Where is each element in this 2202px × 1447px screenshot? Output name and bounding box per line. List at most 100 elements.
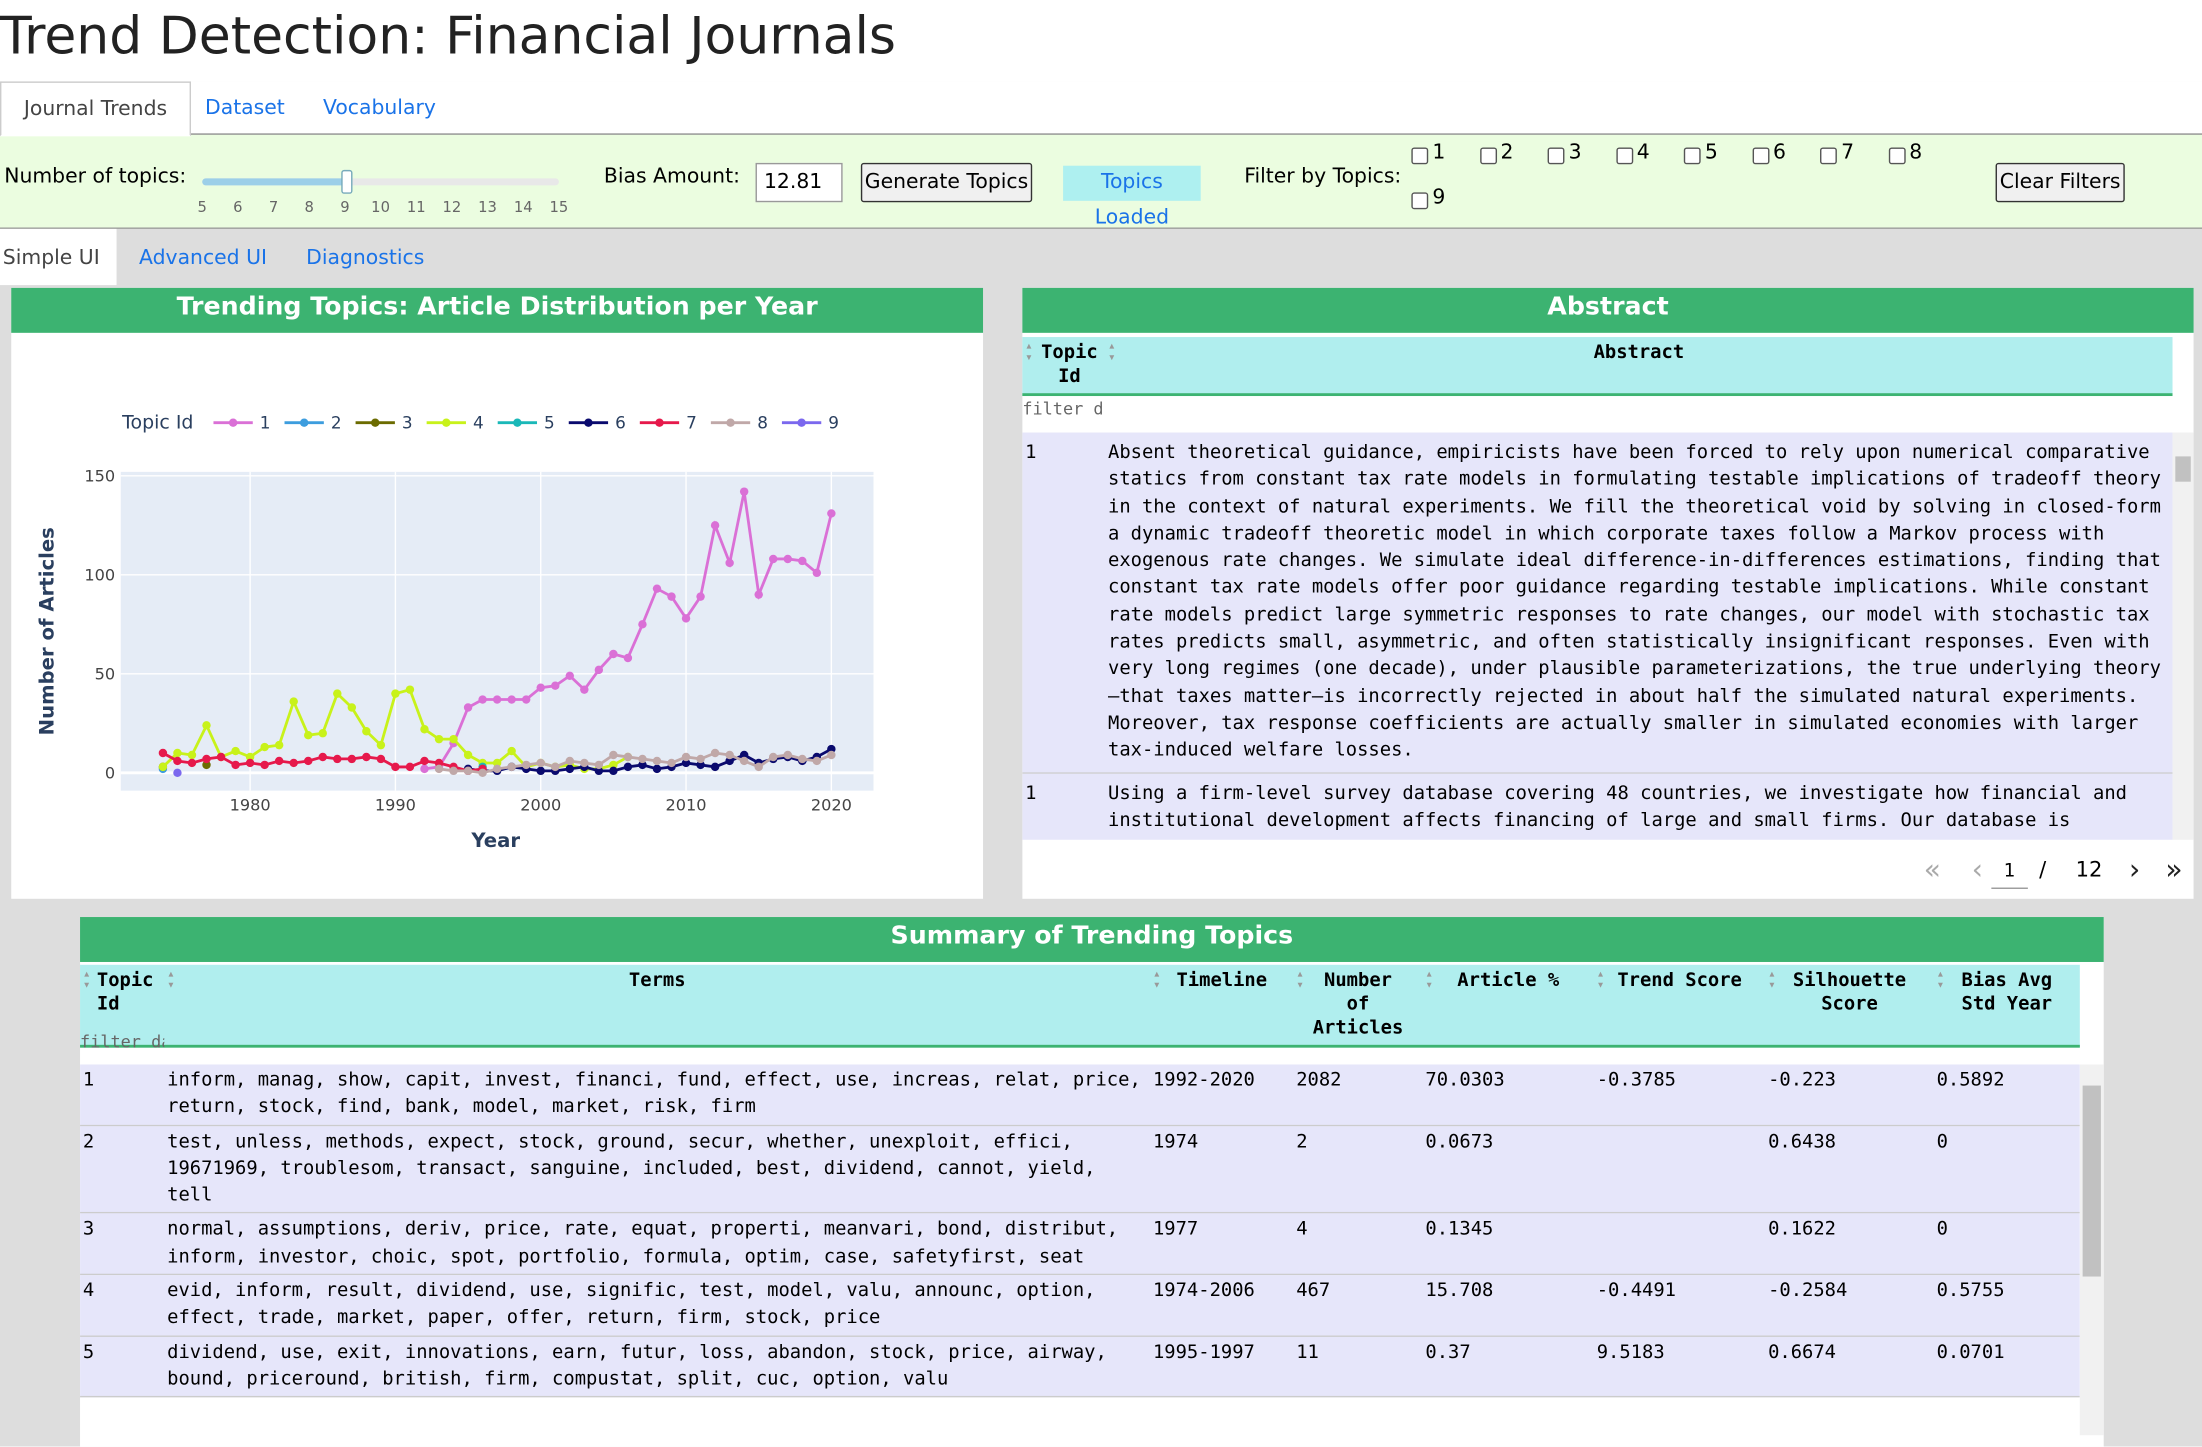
last-page[interactable]: » (2165, 852, 2183, 887)
panel-title: Abstract (1022, 287, 2194, 333)
table-cell: 1 (82, 1070, 95, 1092)
label: Bias Amount: (603, 165, 740, 189)
checkbox[interactable] (1820, 147, 1837, 165)
table-cell: 0.6438 (1768, 1131, 1836, 1153)
x-tick-label: 1990 (375, 795, 416, 814)
checkbox[interactable] (1615, 147, 1633, 165)
legend-marker (797, 418, 806, 427)
prev-page[interactable]: ‹ (1971, 852, 1983, 887)
slider-track[interactable] (202, 178, 559, 186)
first-page[interactable]: « (1923, 852, 1941, 887)
checkbox[interactable] (1888, 147, 1905, 165)
tab[interactable]: Vocabulary (322, 96, 436, 120)
data-point (347, 703, 357, 712)
data-point (594, 766, 604, 776)
x-axis-label: Year (470, 829, 520, 852)
checkbox[interactable] (1683, 147, 1701, 165)
data-point (173, 748, 182, 758)
subtab[interactable]: Diagnostics (306, 247, 425, 270)
data-point (638, 754, 647, 764)
table-cell: 4 (1296, 1219, 1308, 1241)
plot-area (120, 471, 874, 791)
data-point (158, 762, 168, 772)
data-point (594, 760, 604, 770)
filter-input[interactable]: filter data... (1022, 398, 1102, 419)
data-point (609, 760, 618, 770)
y-tick-label: 150 (84, 466, 115, 485)
x-tick-label: 2020 (811, 795, 852, 814)
y-tick-label: 0 (105, 763, 115, 782)
bias-input[interactable]: 12.81 (755, 162, 843, 203)
legend-title: Topic Id (121, 411, 193, 433)
slider-handle[interactable] (340, 169, 352, 194)
data-point (551, 681, 560, 690)
data-point (216, 752, 226, 762)
checkbox[interactable] (1411, 147, 1429, 165)
data-point (609, 766, 618, 776)
data-point (580, 685, 589, 694)
data-point (623, 762, 633, 772)
table-cell: 4 (82, 1280, 95, 1302)
checkbox[interactable] (1751, 147, 1769, 165)
data-point (420, 725, 429, 734)
slider-tick: 15 (549, 199, 569, 217)
tab[interactable]: Dataset (205, 96, 285, 120)
data-point (420, 764, 429, 774)
table-cell: 5 (82, 1342, 95, 1364)
table-cell: -0.2584 (1768, 1280, 1848, 1302)
label: Number of topics: (4, 165, 187, 189)
data-point (609, 649, 618, 659)
legend-label: 6 (615, 412, 626, 432)
checkbox[interactable] (1479, 147, 1497, 165)
data-point (289, 697, 298, 706)
table-row: 1 Absent theoretical guidance, empiricist… (1022, 432, 2173, 774)
legend-label: 5 (544, 412, 555, 432)
data-point (739, 756, 749, 766)
series-line (438, 751, 832, 775)
data-point (463, 750, 473, 760)
data-point (521, 760, 531, 770)
table-cell: 3 (82, 1219, 95, 1241)
checkbox-label: 5 (1704, 141, 1718, 165)
slider-tick: 11 (406, 199, 426, 217)
tab[interactable]: Journal Trends (0, 81, 191, 137)
page-input[interactable]: 1 (1991, 857, 2028, 889)
data-point (449, 734, 458, 744)
data-point (536, 758, 545, 768)
data-point (565, 756, 575, 766)
data-point (391, 689, 400, 698)
table-cell: 0.0673 (1425, 1131, 1494, 1153)
button[interactable]: Clear Filters (1995, 162, 2125, 203)
table-cell: 0 (1936, 1131, 1948, 1153)
subtab[interactable]: Advanced UI (139, 247, 268, 270)
data-point (638, 620, 647, 629)
table-cell: 1974 (1152, 1131, 1199, 1153)
table-cell: 0.6674 (1768, 1342, 1836, 1364)
data-point (405, 685, 415, 694)
data-point (202, 754, 211, 764)
data-point (492, 695, 502, 704)
filter-input[interactable]: filter data... (80, 1032, 164, 1052)
data-point (565, 671, 575, 681)
data-point (391, 762, 400, 772)
data-point (260, 742, 269, 752)
legend-label: 7 (686, 412, 697, 432)
next-page[interactable]: › (2128, 852, 2141, 887)
data-point (652, 756, 662, 766)
slider-tick: 6 (233, 199, 243, 217)
slider-tick: 7 (268, 199, 279, 217)
table-header: Topic IdTermsTimelineNumber of ArticlesA… (80, 964, 2080, 1048)
checkbox[interactable] (1411, 192, 1429, 210)
panel-title: Summary of Trending Topics (80, 917, 2104, 962)
data-point (202, 721, 211, 730)
slider-tick: 12 (442, 199, 462, 217)
data-point (187, 750, 197, 760)
data-point (362, 727, 371, 736)
data-point (245, 758, 255, 768)
table-cell (1594, 1214, 1765, 1274)
button[interactable]: Generate Topics (860, 162, 1033, 203)
column-header: Topic Id (80, 965, 164, 1045)
table-cell: 9.5183 (1596, 1342, 1665, 1364)
subtab[interactable]: Simple UI (0, 228, 117, 286)
checkbox[interactable] (1547, 147, 1565, 165)
